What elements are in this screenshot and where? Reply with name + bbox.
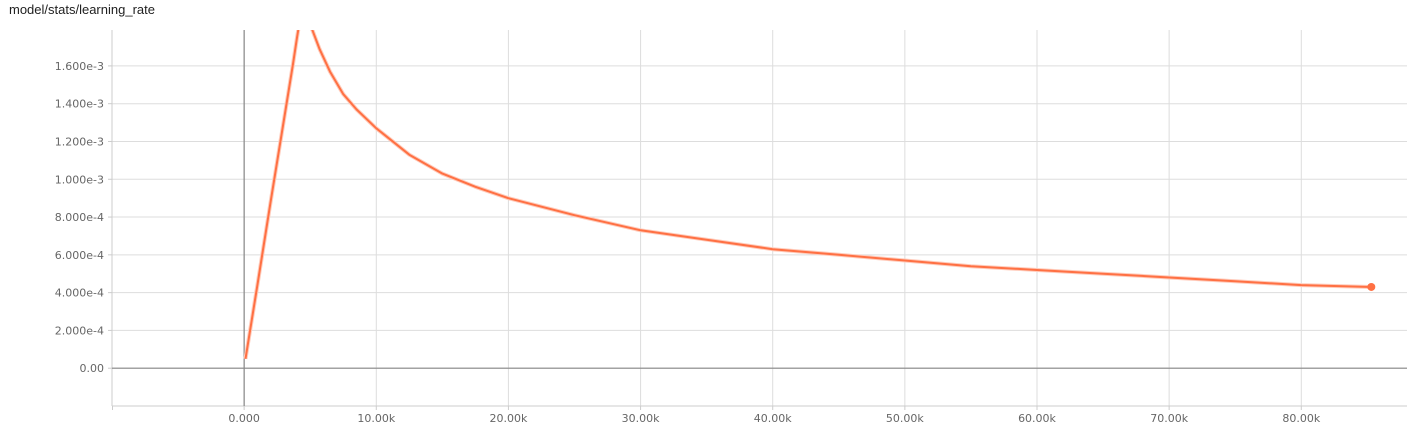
y-tick-label: 4.000e-4	[55, 287, 104, 300]
x-tick-label: 20.00k	[489, 412, 527, 425]
x-tick-label: 0.000	[228, 412, 260, 425]
x-tick-label: 40.00k	[754, 412, 792, 425]
axes	[108, 30, 1407, 410]
chart-title: model/stats/learning_rate	[9, 2, 155, 17]
x-tick-label: 70.00k	[1150, 412, 1188, 425]
x-tick-label: 60.00k	[1018, 412, 1056, 425]
grid	[112, 30, 1407, 406]
y-tick-label: 0.00	[80, 362, 105, 375]
last-point-marker[interactable]	[1367, 282, 1376, 291]
x-tick-label: 80.00k	[1282, 412, 1320, 425]
y-tick-label: 1.200e-3	[55, 135, 104, 148]
y-tick-label: 6.000e-4	[55, 249, 104, 262]
series-line-raw	[243, 30, 1372, 360]
y-tick-label: 2.000e-4	[55, 324, 104, 337]
y-tick-label: 1.400e-3	[55, 98, 104, 111]
y-tick-label: 1.600e-3	[55, 60, 104, 73]
x-tick-label: 30.00k	[622, 412, 660, 425]
tick-labels: 0.000 10.00k 20.00k 30.00k 40.00k 50.00k 60.00…	[55, 60, 1321, 425]
y-tick-label: 1.000e-3	[55, 173, 104, 186]
series-line[interactable]	[244, 13, 1372, 359]
y-tick-label: 8.000e-4	[55, 211, 104, 224]
x-tick-label: 50.00k	[886, 412, 924, 425]
x-tick-label: 10.00k	[357, 412, 395, 425]
series-layer	[243, 13, 1376, 360]
